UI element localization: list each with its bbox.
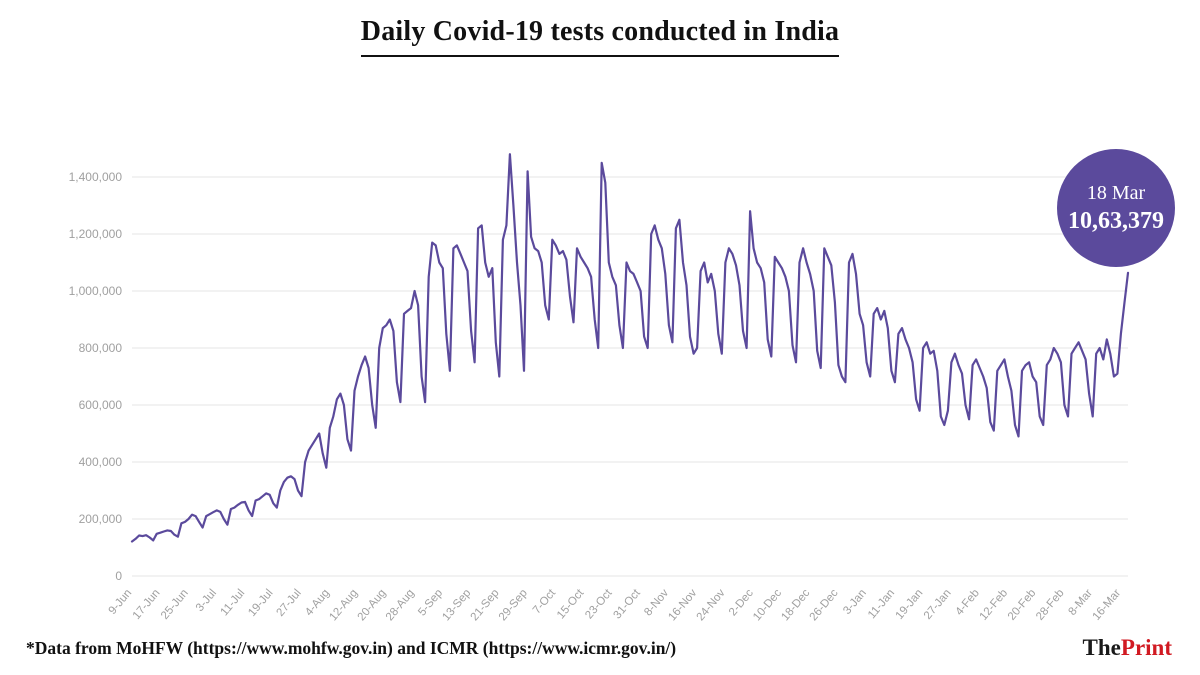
badge-date: 18 Mar — [1086, 181, 1146, 204]
y-axis-label: 600,000 — [79, 398, 123, 412]
x-axis-label: 8-Mar — [1066, 587, 1095, 618]
x-axis-label: 20-Aug — [356, 587, 389, 623]
x-axis-label: 28-Feb — [1034, 587, 1067, 623]
series-line — [130, 153, 1130, 543]
y-axis-label: 800,000 — [79, 341, 123, 355]
y-axis-label: 200,000 — [79, 512, 123, 526]
source-note: *Data from MoHFW (https://www.mohfw.gov.… — [26, 638, 677, 658]
y-axis-label: 0 — [115, 569, 122, 583]
x-axis-label: 13-Sep — [440, 587, 473, 623]
page-title: Daily Covid-19 tests conducted in India — [0, 16, 1200, 57]
x-axis-label: 27-Jul — [275, 587, 304, 619]
x-axis-label: 20-Feb — [1006, 587, 1039, 623]
x-axis-label: 3-Jul — [194, 587, 219, 614]
x-axis-label: 19-Jan — [894, 587, 926, 622]
x-axis-label: 15-Oct — [555, 587, 587, 622]
x-axis-label: 18-Dec — [779, 587, 812, 623]
x-axis-label: 19-Jul — [246, 587, 275, 619]
x-axis-label: 10-Dec — [751, 587, 784, 623]
y-axis-label: 1,400,000 — [69, 170, 123, 184]
x-axis-label: 28-Aug — [384, 587, 417, 623]
x-axis-label: 4-Feb — [953, 587, 982, 618]
x-axis-label: 17-Jun — [131, 587, 163, 622]
x-axis-label: 21-Sep — [469, 587, 502, 623]
x-axis-label: 11-Jan — [866, 587, 897, 621]
brand-the: The — [1082, 635, 1121, 660]
x-axis-label: 12-Aug — [327, 587, 360, 623]
x-axis-label: 23-Oct — [583, 587, 615, 622]
badge-value: 10,63,379 — [1068, 207, 1164, 234]
x-axis-label: 16-Mar — [1091, 587, 1124, 623]
chart-title-text: Daily Covid-19 tests conducted in India — [360, 16, 840, 57]
x-axis-label: 29-Sep — [497, 587, 530, 623]
theprint-logo: ThePrint — [1083, 635, 1172, 661]
y-axis-label: 1,200,000 — [69, 227, 123, 241]
x-axis-label: 9-Jun — [107, 587, 135, 617]
tests-line-chart: 0 200,000 400,000 600,000 800,000 1,000,000 1,… — [69, 153, 1130, 623]
x-axis-label: 16-Nov — [666, 587, 699, 623]
brand-print: Print — [1120, 635, 1172, 660]
x-axis-label: 7-Oct — [531, 587, 559, 617]
y-axis-label: 400,000 — [79, 455, 123, 469]
x-axis-label: 31-Oct — [612, 587, 644, 622]
x-axis-label: 26-Dec — [808, 587, 841, 623]
x-axis-label: 25-Jun — [159, 587, 191, 622]
x-axis-label: 27-Jan — [922, 587, 954, 622]
x-axis-label: 24-Nov — [695, 587, 728, 623]
y-axis-label: 1,000,000 — [69, 284, 123, 298]
x-axis-label: 12-Feb — [978, 587, 1011, 623]
x-axis-label: 11-Jul — [219, 587, 248, 618]
latest-value-badge: 18 Mar 10,63,379 — [1057, 149, 1175, 267]
x-axis-label: 3-Jan — [841, 587, 869, 617]
